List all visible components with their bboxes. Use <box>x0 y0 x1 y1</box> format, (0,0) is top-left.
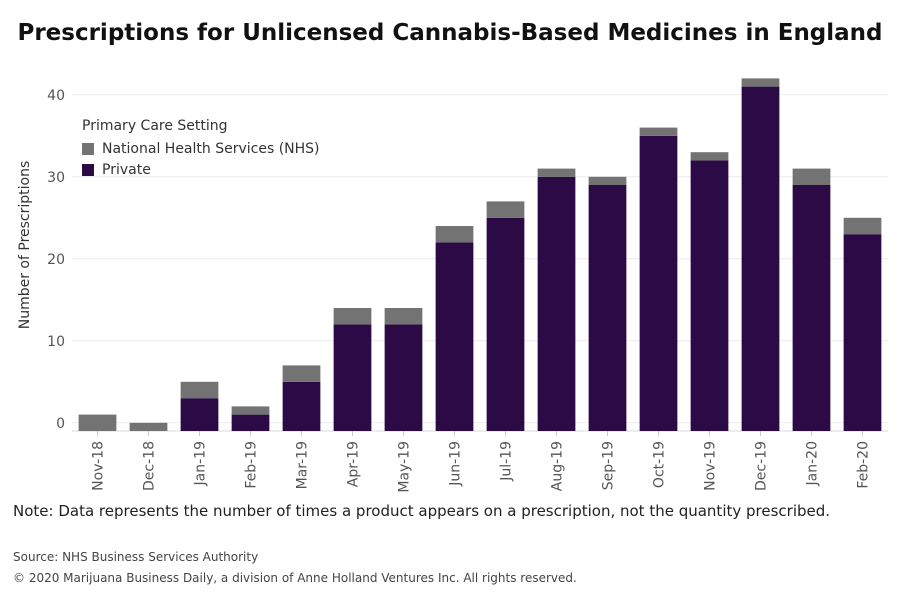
bar-private-aug-19 <box>537 176 576 431</box>
x-tick-label: May-19 <box>397 441 413 493</box>
bar-national-health-services-nhs--dec-19 <box>741 78 780 87</box>
bar-national-health-services-nhs--sep-19 <box>588 176 627 185</box>
x-tick-label: Jun-19 <box>448 441 464 487</box>
source: Source: NHS Business Services Authority <box>13 550 259 564</box>
legend-swatch-private <box>82 163 94 176</box>
bar-private-oct-19 <box>639 135 678 432</box>
y-axis-ticks: 0 10 20 30 40 <box>47 88 65 432</box>
bar-national-health-services-nhs--aug-19 <box>537 168 576 177</box>
y-tick-label: 40 <box>47 88 65 104</box>
bar-private-apr-19 <box>333 324 372 431</box>
legend-label-private: Private <box>102 161 151 178</box>
x-tick-label: Mar-19 <box>295 441 311 489</box>
x-tick-label: Aug-19 <box>550 441 566 491</box>
bar-national-health-services-nhs--mar-19 <box>282 365 321 382</box>
x-tick-label: Jul-19 <box>499 441 515 482</box>
y-tick-label: 10 <box>47 334 65 350</box>
bar-private-nov-19 <box>690 160 729 431</box>
bar-private-jul-19 <box>486 217 525 431</box>
bar-national-health-services-nhs--apr-19 <box>333 308 372 325</box>
legend-item-nhs: National Health Services (NHS) <box>82 138 320 159</box>
bar-private-dec-19 <box>741 86 780 431</box>
legend-label-nhs: National Health Services (NHS) <box>102 140 320 157</box>
bar-national-health-services-nhs--jul-19 <box>486 201 525 218</box>
bar-national-health-services-nhs--jun-19 <box>435 226 474 243</box>
bar-national-health-services-nhs--oct-19 <box>639 127 678 136</box>
bar-national-health-services-nhs--nov-19 <box>690 152 729 161</box>
bar-national-health-services-nhs--feb-19 <box>231 406 270 415</box>
bar-national-health-services-nhs--jan-20 <box>792 168 831 185</box>
x-tick-label: Jan-20 <box>805 441 821 486</box>
bar-private-sep-19 <box>588 185 627 431</box>
y-tick-label: 0 <box>56 416 65 432</box>
legend: Primary Care Setting National Health Ser… <box>82 118 320 180</box>
bar-private-feb-19 <box>231 414 270 431</box>
bar-national-health-services-nhs--may-19 <box>384 308 423 325</box>
bar-private-jan-20 <box>792 185 831 431</box>
x-tick-label: Oct-19 <box>652 441 668 488</box>
bar-private-jun-19 <box>435 242 474 431</box>
legend-item-private: Private <box>82 159 320 180</box>
x-tick-label: Sep-19 <box>601 441 617 490</box>
bar-private-feb-20 <box>843 234 882 431</box>
bar-national-health-services-nhs--dec-18 <box>129 422 168 431</box>
chart-title: Prescriptions for Unlicensed Cannabis-Ba… <box>17 20 883 46</box>
y-axis-label: Number of Prescriptions <box>17 161 33 330</box>
x-tick-label: Dec-19 <box>754 441 770 491</box>
x-tick-label: Dec-18 <box>142 441 158 491</box>
x-tick-label: Feb-20 <box>856 441 872 489</box>
bar-national-health-services-nhs--jan-19 <box>180 381 219 399</box>
bar-national-health-services-nhs--nov-18 <box>78 414 117 431</box>
y-tick-label: 30 <box>47 170 65 186</box>
bar-private-mar-19 <box>282 381 321 431</box>
copyright: © 2020 Marijuana Business Daily, a divis… <box>13 571 577 585</box>
bars <box>78 78 882 432</box>
x-tick-label: Jan-19 <box>193 441 209 486</box>
note: Note: Data represents the number of time… <box>13 502 831 520</box>
x-tick-label: Feb-19 <box>244 441 260 489</box>
bar-private-may-19 <box>384 324 423 431</box>
bar-national-health-services-nhs--feb-20 <box>843 217 882 235</box>
x-tick-label: Nov-19 <box>703 441 719 491</box>
x-axis-ticks: Nov-18 Dec-18 Jan-19 Feb-19 Mar-19 Apr-19 May-… <box>91 431 872 493</box>
x-tick-label: Nov-18 <box>91 441 107 491</box>
legend-swatch-nhs <box>82 142 94 155</box>
y-tick-label: 20 <box>47 252 65 268</box>
legend-title: Primary Care Setting <box>82 118 228 134</box>
x-tick-label: Apr-19 <box>346 441 362 487</box>
bar-private-jan-19 <box>180 398 219 431</box>
